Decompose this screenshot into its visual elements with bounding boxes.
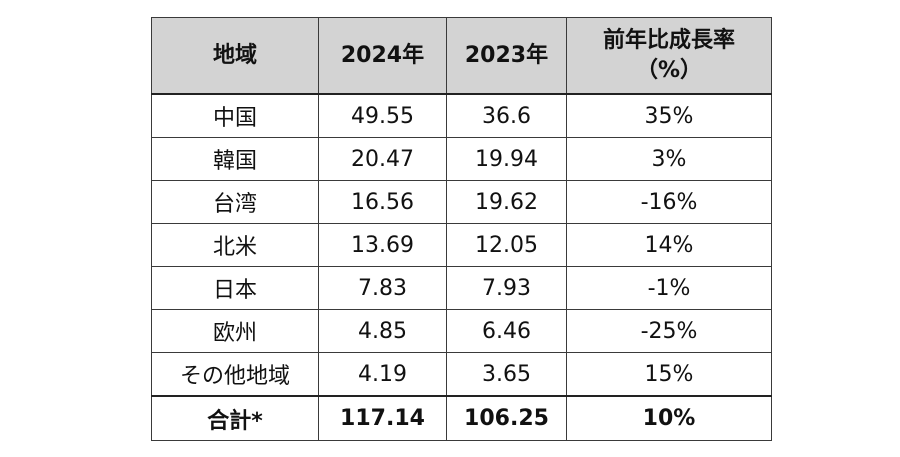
cell-region: その他地域	[151, 352, 319, 397]
region-table-container: 地域 2024年 2023年 前年比成長率（%） 中国 49.55 36.6 3…	[151, 17, 772, 441]
header-row: 地域 2024年 2023年 前年比成長率（%）	[151, 17, 772, 95]
cell-region: 北米	[151, 223, 319, 267]
cell-2023: 3.65	[446, 352, 567, 397]
table-header: 地域 2024年 2023年 前年比成長率（%）	[151, 17, 772, 95]
table-row: 欧州 4.85 6.46 -25%	[151, 309, 772, 353]
cell-2024: 20.47	[318, 137, 447, 181]
cell-growth: 14%	[566, 223, 772, 267]
table-row: 中国 49.55 36.6 35%	[151, 93, 772, 138]
cell-region: 韓国	[151, 137, 319, 181]
header-2024: 2024年	[318, 17, 447, 95]
header-2023: 2023年	[446, 17, 567, 95]
table-row: 台湾 16.56 19.62 -16%	[151, 180, 772, 224]
header-region: 地域	[151, 17, 319, 95]
cell-growth: 3%	[566, 137, 772, 181]
cell-2024: 49.55	[318, 93, 447, 138]
cell-2024: 7.83	[318, 266, 447, 310]
cell-2024: 4.85	[318, 309, 447, 353]
cell-2023: 6.46	[446, 309, 567, 353]
table-row: 日本 7.83 7.93 -1%	[151, 266, 772, 310]
cell-2023: 12.05	[446, 223, 567, 267]
cell-growth: 35%	[566, 93, 772, 138]
header-yoy-growth: 前年比成長率（%）	[566, 17, 772, 95]
table-row: 韓国 20.47 19.94 3%	[151, 137, 772, 181]
cell-2023: 19.94	[446, 137, 567, 181]
total-growth: 10%	[566, 395, 772, 441]
cell-2023: 36.6	[446, 93, 567, 138]
table-body: 中国 49.55 36.6 35% 韓国 20.47 19.94 3% 台湾 1…	[151, 93, 772, 441]
table-row: 北米 13.69 12.05 14%	[151, 223, 772, 267]
cell-region: 日本	[151, 266, 319, 310]
cell-growth: 15%	[566, 352, 772, 397]
table-row: その他地域 4.19 3.65 15%	[151, 352, 772, 397]
cell-growth: -25%	[566, 309, 772, 353]
cell-growth: -1%	[566, 266, 772, 310]
cell-region: 欧州	[151, 309, 319, 353]
total-row: 合計* 117.14 106.25 10%	[151, 395, 772, 441]
cell-2024: 16.56	[318, 180, 447, 224]
cell-region: 中国	[151, 93, 319, 138]
region-growth-table: 地域 2024年 2023年 前年比成長率（%） 中国 49.55 36.6 3…	[151, 17, 772, 441]
cell-growth: -16%	[566, 180, 772, 224]
total-2024: 117.14	[318, 395, 447, 441]
cell-2024: 13.69	[318, 223, 447, 267]
cell-region: 台湾	[151, 180, 319, 224]
cell-2023: 19.62	[446, 180, 567, 224]
cell-2023: 7.93	[446, 266, 567, 310]
total-2023: 106.25	[446, 395, 567, 441]
total-label: 合計*	[151, 395, 319, 441]
cell-2024: 4.19	[318, 352, 447, 397]
